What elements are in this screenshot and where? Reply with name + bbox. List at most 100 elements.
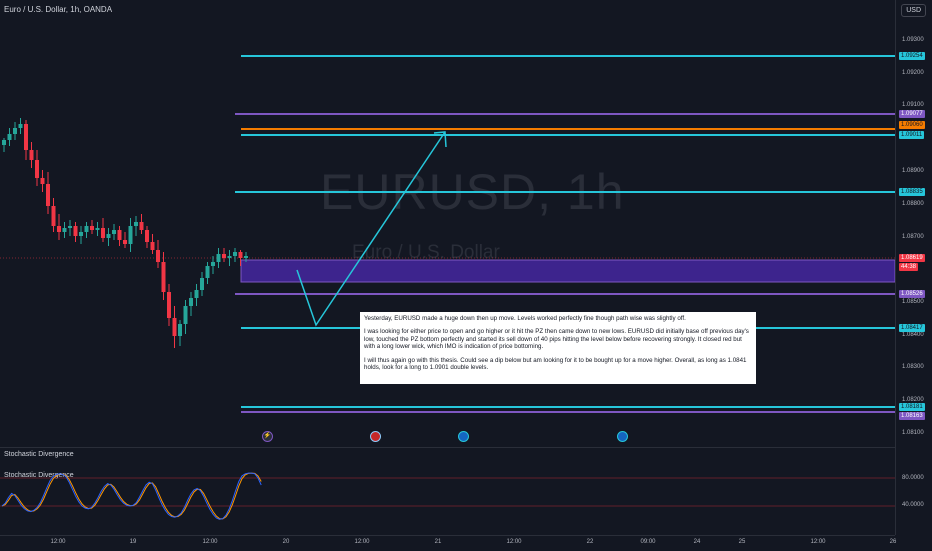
time-label: 12:00 — [50, 539, 66, 545]
candle-body-40 — [222, 254, 226, 258]
note-paragraph-2: I was looking for either price to open a… — [364, 328, 749, 351]
candle-body-19 — [106, 234, 111, 238]
candle-body-2 — [13, 128, 17, 134]
candle-body-23 — [128, 226, 133, 244]
candle-body-43 — [238, 252, 243, 258]
price-tick: 1.08900 — [902, 168, 924, 174]
price-scale[interactable]: USD 1.09300 1.09200 1.09100 1.08900 1.08… — [895, 0, 932, 535]
analysis-note[interactable]: Yesterday, EURUSD made a huge down then … — [360, 312, 756, 384]
candle-body-16 — [90, 226, 94, 230]
time-label: 12:00 — [506, 539, 522, 545]
level-label-5: 1.08835 — [899, 188, 925, 196]
lightning-event-icon[interactable]: ⚡ — [262, 431, 273, 442]
price-tick: 1.08800 — [902, 201, 924, 207]
candle-body-28 — [156, 250, 160, 262]
candle-body-12 — [68, 226, 72, 228]
candle-body-35 — [194, 290, 199, 298]
time-label: 12:00 — [810, 539, 826, 545]
time-label: 26 — [889, 539, 897, 545]
price-tick: 1.09100 — [902, 102, 924, 108]
price-tick: 1.08700 — [902, 234, 924, 240]
indicator-tick: 40.0000 — [902, 502, 924, 508]
candle-body-10 — [57, 226, 61, 232]
level-label-1: 1.09254 — [899, 52, 925, 60]
pane-separator[interactable] — [0, 447, 895, 448]
note-paragraph-3: I will thus again go with this thesis. C… — [364, 356, 747, 372]
indicator-pane-title[interactable]: Stochastic Divergence — [4, 451, 74, 458]
candle-body-14 — [79, 232, 83, 236]
time-label: 19 — [129, 539, 137, 545]
stochastic-indicator-pane[interactable] — [0, 448, 895, 535]
time-label: 21 — [434, 539, 442, 545]
candle-body-20 — [112, 230, 116, 234]
bar-countdown-label: 44:38 — [899, 263, 919, 271]
time-label: 24 — [693, 539, 701, 545]
time-label: 20 — [282, 539, 290, 545]
price-tick: 1.08500 — [902, 299, 924, 305]
candle-body-38 — [211, 262, 215, 266]
candle-body-36 — [200, 278, 204, 290]
candle-body-34 — [189, 298, 193, 306]
candle-body-42 — [233, 252, 237, 256]
candle-body-27 — [150, 242, 155, 250]
eu-flag-event-icon-2[interactable] — [617, 431, 628, 442]
projection-arrowhead — [433, 131, 447, 148]
candle-body-29 — [161, 262, 166, 292]
candle-body-7 — [40, 178, 45, 184]
price-tick: 1.08300 — [902, 364, 924, 370]
candle-body-30 — [167, 292, 171, 318]
price-tick: 1.09200 — [902, 70, 924, 76]
candle-body-17 — [95, 228, 100, 230]
level-label-7: 1.08417 — [899, 324, 925, 332]
candle-body-33 — [183, 306, 188, 324]
level-label-2: 1.09077 — [899, 110, 925, 118]
time-label: 12:00 — [202, 539, 218, 545]
indicator-tick: 80.0000 — [902, 475, 924, 481]
current-price-label: 1.08619 — [899, 254, 925, 262]
eu-flag-event-icon[interactable] — [458, 431, 469, 442]
time-label: 25 — [738, 539, 746, 545]
candle-body-32 — [178, 324, 182, 336]
candle-body-4 — [24, 124, 28, 150]
candle-body-41 — [227, 256, 232, 258]
time-axis[interactable]: 12:00 19 12:00 20 12:00 21 12:00 22 09:0… — [0, 535, 897, 551]
premium-zone-box — [240, 259, 895, 283]
time-label: 09:00 — [640, 539, 656, 545]
candle-body-37 — [205, 266, 210, 278]
stochastic-k-line — [1, 472, 262, 520]
candle-body-6 — [35, 160, 39, 178]
price-tick: 1.08100 — [902, 430, 924, 436]
candle-body-25 — [139, 222, 144, 230]
time-label: 22 — [586, 539, 594, 545]
price-tick: 1.08400 — [902, 332, 924, 338]
currency-button[interactable]: USD — [901, 4, 926, 17]
level-label-4: 1.09011 — [899, 131, 925, 139]
us-flag-event-icon[interactable] — [370, 431, 381, 442]
price-tick: 1.09300 — [902, 37, 924, 43]
candle-body-13 — [73, 226, 78, 236]
candle-body-44 — [244, 256, 248, 258]
candle-body-1 — [7, 134, 12, 140]
candle-body-15 — [84, 226, 89, 232]
candle-body-31 — [172, 318, 177, 336]
level-label-3: 1.09060 — [899, 121, 925, 129]
candle-body-8 — [46, 184, 50, 206]
level-label-9: 1.08163 — [899, 412, 925, 420]
indicator-series-title[interactable]: Stochastic Divergence — [4, 472, 74, 479]
candle-body-9 — [51, 206, 56, 226]
candle-body-0 — [2, 140, 6, 145]
candle-body-26 — [145, 230, 149, 242]
chart-area[interactable]: Euro / U.S. Dollar, 1h, OANDA EURUSD, 1h… — [0, 0, 895, 442]
symbol-title[interactable]: Euro / U.S. Dollar, 1h, OANDA — [4, 5, 113, 14]
price-chart[interactable] — [0, 0, 895, 440]
candle-body-39 — [216, 254, 221, 262]
candle-body-22 — [123, 240, 127, 244]
candle-body-11 — [62, 228, 67, 232]
level-label-6: 1.08526 — [899, 290, 925, 298]
candle-body-5 — [29, 150, 34, 160]
level-label-8: 1.08181 — [899, 403, 925, 411]
note-paragraph-1: Yesterday, EURUSD made a huge down then … — [364, 315, 686, 322]
stochastic-d-line — [1, 472, 262, 520]
candle-body-18 — [101, 228, 105, 238]
time-label: 12:00 — [354, 539, 370, 545]
